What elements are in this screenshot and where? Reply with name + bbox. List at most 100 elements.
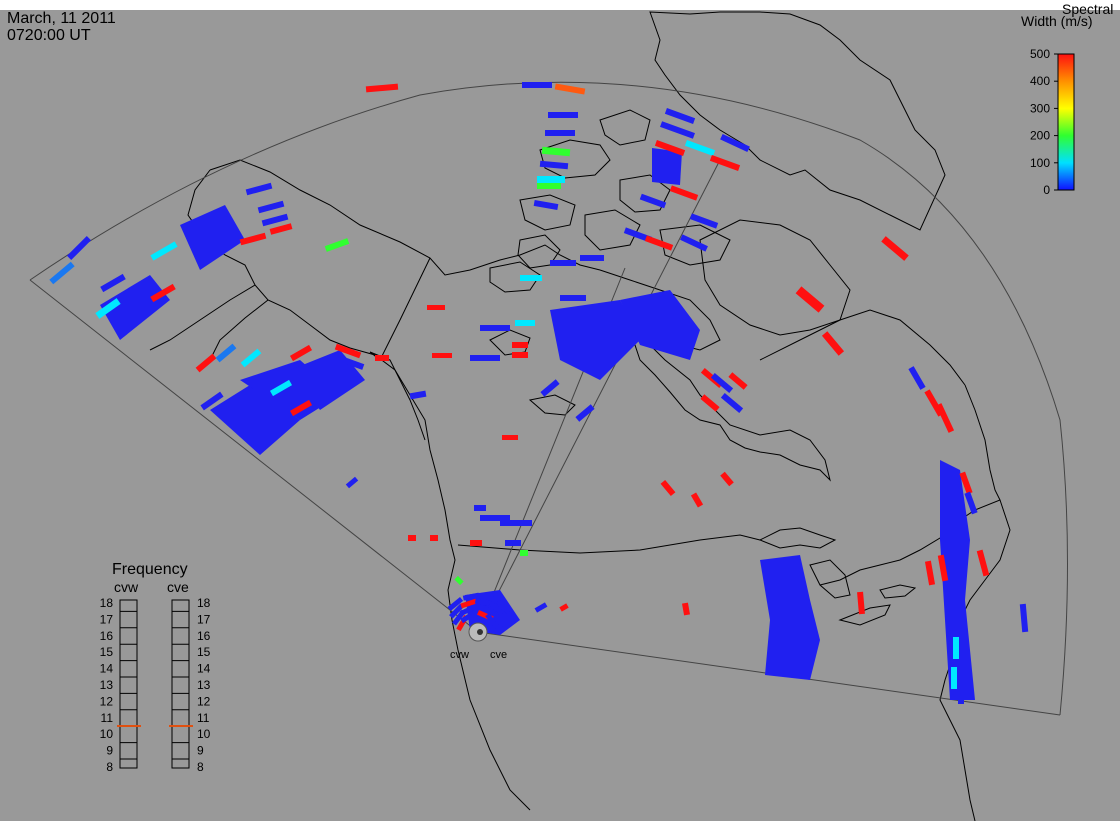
scatter-region [652,148,682,185]
scatter-cell [689,213,719,229]
scatter-cell [660,479,676,497]
arctic-island-6 [659,224,731,266]
time-label: 0720:00 UT [7,27,91,44]
scatter-cell [669,185,699,201]
frequency-scale-label-right: 12 [197,694,211,708]
scatter-cell [269,379,293,397]
scatter-cell [924,560,936,586]
scatter-cell [937,554,949,582]
scatter-cell [664,108,696,124]
scatter-cell [537,183,561,189]
frequency-scale-label-left: 16 [100,629,114,643]
scatter-cell [150,283,176,303]
scatter-cell [654,140,686,156]
scatter-cell [365,83,399,93]
frequency-scale-label-right: 17 [197,612,211,626]
scatter-cell [795,286,825,313]
scatter-cell [408,535,416,541]
scatter-region [290,350,365,410]
scatter-cell [505,540,521,546]
frequency-scale-label-left: 15 [100,645,114,659]
scatter-cell [700,394,720,412]
scatter-cell [520,550,528,556]
scatter-cell [480,325,510,331]
scatter-cell [559,603,569,612]
scatter-cell [534,602,548,613]
colorbar-gradient [1057,53,1075,191]
frequency-scale: 18 18 17 17 16 16 15 15 14 14 13 13 12 12 11 11 10 10 9 9 8 8 [100,596,211,774]
scatter-cell [200,391,224,411]
scatter-cell [257,200,285,214]
scatter-cell [334,343,362,359]
scatter-region [940,460,975,700]
near-range-cell [462,592,480,601]
scatter-cell [245,182,273,196]
scatter-cell [500,520,524,526]
scatter-cell [541,146,571,157]
date-label: March, 11 2011 [7,10,116,27]
scatter-cell [409,390,427,400]
scatter-cell [470,355,500,361]
scatter-cell [430,535,438,541]
scatter-region [180,205,245,270]
scatter-cell [480,515,510,521]
scatter-cell [821,331,845,356]
scatter-cell [976,549,990,577]
near-range-cell [474,598,492,607]
scatter-region [550,300,640,380]
scatter-cell [951,667,957,689]
fov-west-edge [29,279,479,633]
scatter-cell [720,133,750,153]
great-slave-lake [528,394,576,416]
hudson-strait [759,309,966,386]
scatter-cell [545,130,575,136]
frequency-scale-label-right: 10 [197,727,211,741]
radar-site-dot [477,629,483,635]
scatter-cell [239,232,267,246]
scatter-cell [261,213,289,227]
colorbar-tick-label: 400 [1030,74,1050,88]
frequency-scale-label-right: 13 [197,678,211,692]
alaska-coast [187,159,601,811]
scatter-cell [958,682,964,704]
scatter-cell [195,353,217,373]
scatter-cell [539,160,569,170]
top-margin [0,0,1120,10]
colorbar-tick-label: 0 [1043,183,1050,197]
frequency-scale-label-left: 12 [100,694,114,708]
fov-outer-arc [29,81,1068,716]
mainland-arctic-coast [599,269,721,351]
colorbar: Spectral Width (m/s) 0 100 200 300 400 500 [1021,1,1113,197]
scatter-cell [522,82,552,88]
hudson-bay-coast [629,328,831,482]
scatter-cell [639,193,667,209]
scatter-cell [684,140,716,156]
frequency-scale-label-right: 18 [197,596,211,610]
frequency-label-cve: cve [167,579,189,595]
scatter-cell [520,275,542,281]
frequency-scale-label-left: 11 [101,711,114,725]
near-range-cell [447,597,464,612]
frequency-scale-label-right: 14 [197,662,211,676]
near-range-cell [492,611,505,628]
near-range-cell [485,613,500,629]
backscatter-cells [49,82,1029,704]
scatter-cell [908,366,926,390]
scatter-cell [49,261,75,285]
lake-erie [838,604,891,626]
arctic-island-4 [519,194,576,231]
greenland-coast [649,11,946,231]
colorbar-tick-label: 500 [1030,47,1050,61]
frequency-title: Frequency [112,561,188,578]
scatter-cell [269,223,293,235]
scatter-cell [470,540,482,546]
lake-ontario [879,584,917,599]
near-range-cell [460,598,478,609]
scatter-cell [427,305,445,310]
colorbar-tick-label: 100 [1030,156,1050,170]
baffin-island [699,219,851,336]
near-range-cell [480,592,497,603]
scatter-cell [623,227,653,243]
alaska-peninsula [149,284,269,361]
